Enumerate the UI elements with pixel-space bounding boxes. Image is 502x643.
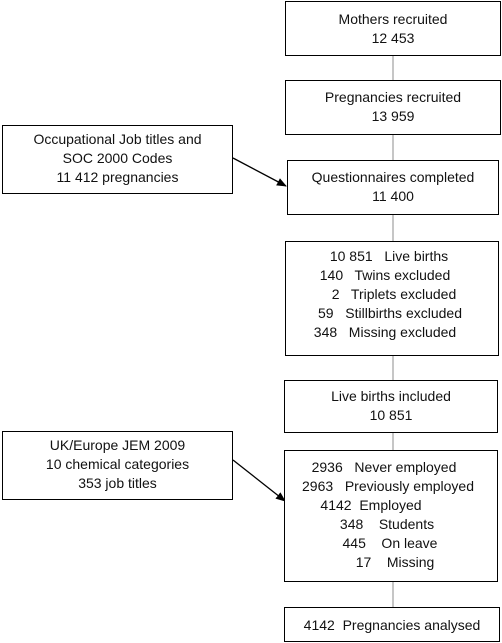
jem-line-1: UK/Europe JEM 2009 [49, 437, 186, 453]
jem-box: UK/Europe JEM 2009 10 chemical categorie… [2, 431, 233, 500]
questionnaires-completed-box: Questionnaires completed 11 400 [287, 160, 499, 215]
questionnaires-completed-label: Questionnaires completed [311, 169, 475, 185]
births-line-triplets: 2 Triplets excluded [331, 286, 457, 302]
live-births-included-count: 10 851 [369, 407, 413, 423]
pregnancies-recruited-box: Pregnancies recruited 13 959 [285, 80, 501, 135]
live-births-included-label: Live births included [331, 388, 451, 404]
mothers-recruited-box: Mothers recruited 12 453 [285, 1, 501, 56]
employment-line-never: 2936 Never employed [311, 459, 457, 475]
pregnancies-recruited-label: Pregnancies recruited [324, 89, 462, 105]
employment-status-box: 2936 Never employed 2963 Previously empl… [284, 450, 498, 582]
births-line-stillbirths: 59 Stillbirths excluded [318, 305, 462, 321]
jem-line-3: 353 job titles [78, 475, 157, 491]
employment-line-employed: 4142 Employed [320, 497, 422, 513]
employment-line-previously: 2963 Previously employed [302, 478, 474, 494]
births-line-missing: 348 Missing excluded [313, 324, 457, 340]
births-breakdown-box: 10 851 Live births 140 Twins excluded 2 … [285, 241, 499, 356]
pregnancies-recruited-count: 13 959 [371, 108, 415, 124]
employment-line-on-leave: 445 On leave [342, 535, 438, 551]
occupational-line-2: SOC 2000 Codes [62, 150, 173, 166]
pregnancies-analysed-label: 4142 Pregnancies analysed [303, 617, 481, 633]
occupational-job-titles-box: Occupational Job titles and SOC 2000 Cod… [2, 125, 233, 194]
pregnancies-analysed-box: 4142 Pregnancies analysed [284, 607, 500, 642]
occupational-line-3: 11 412 pregnancies [56, 169, 179, 185]
occupational-line-1: Occupational Job titles and [33, 131, 202, 147]
employment-line-students: 348 Students [339, 516, 435, 532]
mothers-recruited-count: 12 453 [371, 30, 415, 46]
births-line-twins: 140 Twins excluded [319, 267, 451, 283]
jem-line-2: 10 chemical categories [45, 456, 190, 472]
arrow-jem-to-employment [232, 459, 286, 502]
births-line-live: 10 851 Live births [329, 248, 449, 264]
arrow-occupational-to-questionnaires [232, 157, 287, 187]
live-births-included-box: Live births included 10 851 [284, 380, 498, 433]
questionnaires-completed-count: 11 400 [372, 188, 414, 204]
employment-line-missing: 17 Missing [355, 554, 435, 570]
mothers-recruited-label: Mothers recruited [338, 11, 448, 27]
